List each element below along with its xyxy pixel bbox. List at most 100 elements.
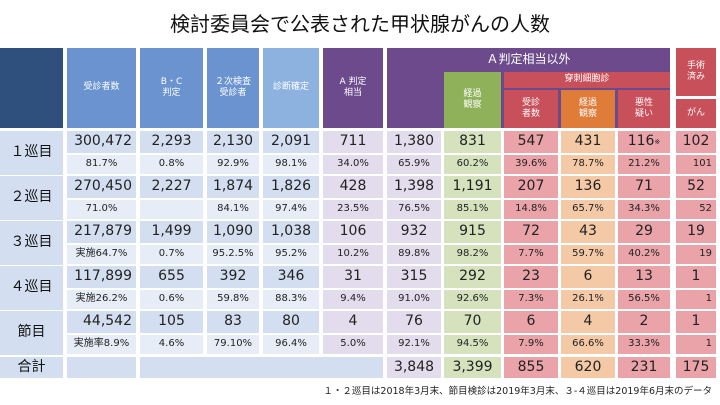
rate-cell: 7.9% [504,335,558,354]
total-label: 合計 [0,357,63,378]
value-cell: 6 [504,311,558,333]
rate-cell: 39.6% [504,155,558,174]
rate-cell: 56.5% [618,290,670,309]
value-cell: 19 [676,221,716,243]
value-cell: 31 [323,266,383,288]
rate-cell: 59.7% [561,245,615,264]
header-corner [0,48,63,128]
value-cell: 431 [561,131,615,153]
value-cell: 6 [561,266,615,288]
value-cell: 915 [444,221,501,243]
rate-cell: 98.2% [444,245,501,264]
value-cell: 217,879 [67,221,136,243]
rate-cell: 0.7% [140,245,203,264]
value-cell: 52 [676,176,716,198]
chart-title: 検討委員会で公表された甲状腺がんの人数 [170,12,550,36]
rate-cell: 26.1% [561,290,615,309]
value-cell: 102 [676,131,716,153]
value-cell: 1,874 [207,176,259,198]
value-cell: 44,542 [67,311,136,333]
rate-cell: 84.1% [207,200,259,219]
value-cell: 116 ※ [618,131,670,153]
rate-cell: 65.9% [387,155,441,174]
value-cell: 1,380 [387,131,441,153]
rate-cell: 85.1% [444,200,501,219]
value-cell: 1,090 [207,221,259,243]
total-empty-cell [140,357,383,378]
value-cell: 1,038 [263,221,319,243]
value-cell: 346 [263,266,319,288]
header-fna-exam: 受診 者数 [504,90,558,128]
total-empty-cell [67,357,136,378]
value-cell: 2,130 [207,131,259,153]
value-cell: 392 [207,266,259,288]
value-cell: 29 [618,221,670,243]
rate-cell: 94.5% [444,335,501,354]
value-cell: 1,398 [387,176,441,198]
rate-cell: 92.1% [387,335,441,354]
header-non-a-spacer [387,72,441,128]
rate-cell: 実施64.7% [67,245,136,264]
rate-cell: 34.0% [323,155,383,174]
value-cell: 428 [323,176,383,198]
rate-cell: 4.6% [140,335,203,354]
value-cell: 4 [561,311,615,333]
value-cell: 83 [207,311,259,333]
value-cell: 136 [561,176,615,198]
value-cell: 300,472 [67,131,136,153]
value-cell: 315 [387,266,441,288]
value-cell: 655 [140,266,203,288]
header-fna-observation: 経過 観察 [561,90,615,128]
header-non-a-group: Ａ判定相当以外 [486,51,571,66]
rate-cell: 59.8% [207,290,259,309]
value-cell: 2 [618,311,670,333]
value-cell: 207 [504,176,558,198]
value-cell: 1,191 [444,176,501,198]
value-cell: 71 [618,176,670,198]
rate-cell: 1 [676,290,716,309]
row-label: ３巡目 [0,221,63,265]
value-cell: 106 [323,221,383,243]
rate-cell: 89.8% [387,245,441,264]
value-cell: 2,091 [263,131,319,153]
rate-cell: 81.7% [67,155,136,174]
value-cell: 117,899 [67,266,136,288]
rate-cell: 40.2% [618,245,670,264]
rate-cell: 23.5% [323,200,383,219]
value-cell: 105 [140,311,203,333]
value-cell: 80 [263,311,319,333]
rate-cell: 92.6% [444,290,501,309]
rate-cell: 7.7% [504,245,558,264]
header-surgery: 手術 済み [676,48,716,96]
rate-cell: 91.0% [387,290,441,309]
row-label: ４巡目 [0,266,63,310]
header-bc-judge: B・C 判定 [140,48,203,128]
rate-cell: 実施26.2% [67,290,136,309]
value-cell: 72 [504,221,558,243]
row-label: ２巡目 [0,176,63,220]
value-cell: 23 [504,266,558,288]
value-cell: 1,499 [140,221,203,243]
rate-cell: 95.2.5% [207,245,259,264]
value-cell: 13 [618,266,670,288]
rate-cell: 65.7% [561,200,615,219]
rate-cell: 97.4% [263,200,319,219]
value-cell: 70 [444,311,501,333]
header-exam-count: 受診者数 [67,48,136,128]
rate-cell [140,200,203,219]
rate-cell: 7.3% [504,290,558,309]
total-value-cell: 855 [504,357,558,378]
total-value-cell: 175 [676,357,716,378]
value-cell: 1 [676,266,716,288]
rate-cell: 34.3% [618,200,670,219]
rate-cell: 101 [676,155,716,174]
rate-cell: 33.3% [618,335,670,354]
rate-cell: 98.1% [263,155,319,174]
header-fna-group: 穿刺細胞診 [504,72,670,88]
rate-cell: 76.5% [387,200,441,219]
rate-cell: 96.4% [263,335,319,354]
value-cell: 1 [676,311,716,333]
rate-cell: 9.4% [323,290,383,309]
rate-cell: 5.0% [323,335,383,354]
rate-cell: 66.6% [561,335,615,354]
